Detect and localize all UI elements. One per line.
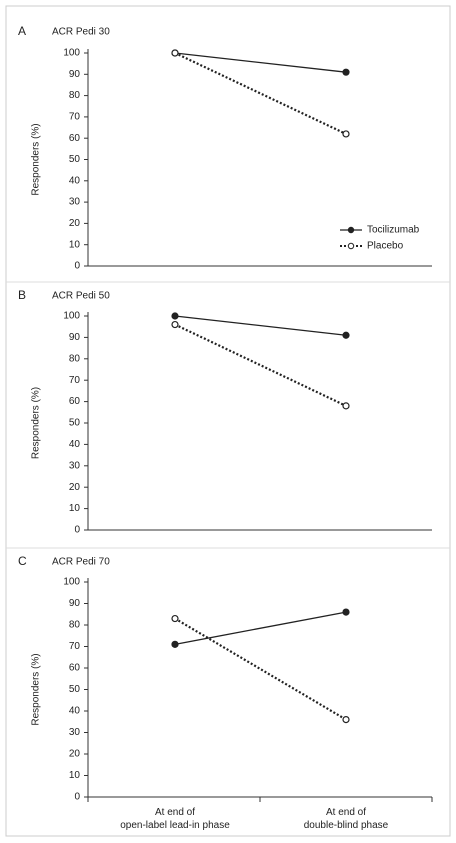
y-tick-label: 60 [69, 396, 81, 407]
y-tick-label: 0 [74, 792, 80, 803]
marker [171, 49, 179, 57]
y-tick-label: 20 [69, 218, 81, 229]
marker [342, 608, 350, 616]
y-tick-label: 40 [69, 706, 81, 717]
y-tick-label: 90 [69, 69, 81, 80]
x-tick-label: At end of double-blind phase [303, 807, 389, 831]
y-tick-label: 20 [69, 482, 81, 493]
panel-label: B [18, 288, 26, 302]
series-line [174, 611, 347, 645]
series-line [174, 323, 347, 407]
y-tick-label: 10 [69, 770, 81, 781]
marker [342, 331, 350, 339]
y-tick-label: 80 [69, 620, 81, 631]
series-line [174, 617, 347, 721]
panel-label: A [18, 24, 26, 38]
y-axis-label: Responders (%) [31, 653, 42, 725]
marker [342, 68, 350, 76]
chart-title: ACR Pedi 70 [52, 557, 110, 568]
marker [342, 715, 350, 724]
series-line [174, 52, 347, 73]
x-tick-label: At end of open-label lead-in phase [120, 807, 230, 831]
y-tick-label: 60 [69, 133, 81, 144]
marker [171, 640, 179, 648]
y-tick-label: 40 [69, 175, 81, 186]
series-line [174, 52, 347, 135]
y-tick-label: 10 [69, 503, 81, 514]
y-tick-label: 100 [63, 311, 80, 322]
legend-marker [347, 226, 355, 234]
y-tick-label: 50 [69, 684, 81, 695]
y-tick-label: 70 [69, 641, 81, 652]
legend-marker [347, 242, 355, 250]
marker [171, 320, 179, 329]
y-tick-label: 20 [69, 749, 81, 760]
y-tick-label: 100 [63, 48, 80, 59]
frame [5, 5, 451, 837]
y-tick-label: 40 [69, 439, 81, 450]
y-tick-label: 30 [69, 727, 81, 738]
chart-title: ACR Pedi 50 [52, 291, 110, 302]
y-tick-label: 100 [63, 577, 80, 588]
legend-label: Placebo [367, 241, 404, 252]
marker [171, 614, 179, 623]
marker [342, 402, 350, 410]
y-axis-label: Responders (%) [31, 123, 42, 195]
chart-title: ACR Pedi 30 [52, 27, 110, 38]
y-tick-label: 80 [69, 90, 81, 101]
y-tick-label: 30 [69, 197, 81, 208]
y-tick-label: 10 [69, 239, 81, 250]
series-line [174, 315, 347, 336]
y-tick-label: 90 [69, 598, 81, 609]
y-tick-label: 0 [74, 261, 80, 272]
y-tick-label: 0 [74, 525, 80, 536]
y-tick-label: 80 [69, 353, 81, 364]
marker [171, 312, 179, 320]
y-tick-label: 50 [69, 418, 81, 429]
y-tick-label: 70 [69, 375, 81, 386]
y-tick-label: 70 [69, 112, 81, 123]
y-axis-label: Responders (%) [31, 387, 42, 459]
y-tick-label: 50 [69, 154, 81, 165]
y-tick-label: 90 [69, 332, 81, 343]
y-tick-label: 60 [69, 663, 81, 674]
legend-label: Tocilizumab [367, 225, 420, 236]
marker [342, 130, 350, 138]
y-tick-label: 30 [69, 460, 81, 471]
panel-label: C [18, 554, 27, 568]
